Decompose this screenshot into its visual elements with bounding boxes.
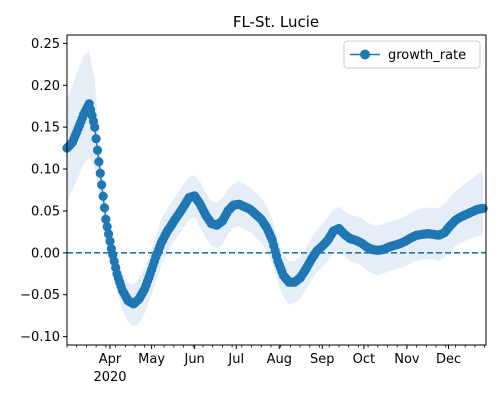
data-point (101, 214, 111, 224)
y-tick-label: 0.00 (31, 246, 60, 261)
data-point (95, 168, 105, 178)
x-tick-label: Oct (353, 352, 375, 367)
x-tick-year-label: 2020 (93, 370, 126, 385)
data-point (104, 229, 114, 239)
y-tick-label: 0.05 (31, 204, 60, 219)
chart-title: FL-St. Lucie (233, 13, 319, 31)
legend-label: growth_rate (388, 48, 466, 63)
plot-area (62, 50, 488, 327)
y-axis: −0.10 −0.05 0.00 0.05 0.10 0.15 0.20 0.25 (20, 37, 67, 345)
data-point (91, 134, 101, 144)
x-axis: Apr 2020 May Jun Jul Aug Sep Oct Nov Dec (66, 345, 486, 385)
x-tick-label: Nov (394, 352, 420, 367)
x-tick-label: Jun (183, 352, 204, 367)
y-tick-label: −0.10 (20, 330, 60, 345)
legend: growth_rate (343, 40, 481, 69)
data-point (90, 122, 100, 132)
x-tick-label: Sep (310, 352, 335, 367)
x-tick-label: Apr (99, 352, 122, 367)
x-tick-label: Dec (436, 352, 461, 367)
data-point (99, 203, 110, 213)
y-tick-label: 0.10 (31, 163, 60, 178)
confidence-band (67, 50, 484, 327)
x-tick-label: Jul (227, 352, 244, 367)
y-tick-label: −0.05 (20, 288, 60, 303)
y-tick-label: 0.25 (31, 37, 60, 52)
legend-box (343, 40, 481, 69)
legend-marker (360, 49, 370, 60)
data-point (102, 222, 112, 232)
plot-frame (66, 34, 487, 346)
data-point (98, 191, 108, 201)
data-point (97, 180, 107, 190)
x-tick-label: Aug (267, 352, 292, 367)
data-point (94, 157, 104, 167)
growth-rate-line (66, 101, 484, 305)
data-point (105, 236, 115, 246)
y-tick-label: 0.20 (31, 79, 60, 94)
x-tick-label: May (138, 352, 165, 367)
data-point (92, 145, 103, 155)
y-tick-label: 0.15 (31, 121, 60, 136)
